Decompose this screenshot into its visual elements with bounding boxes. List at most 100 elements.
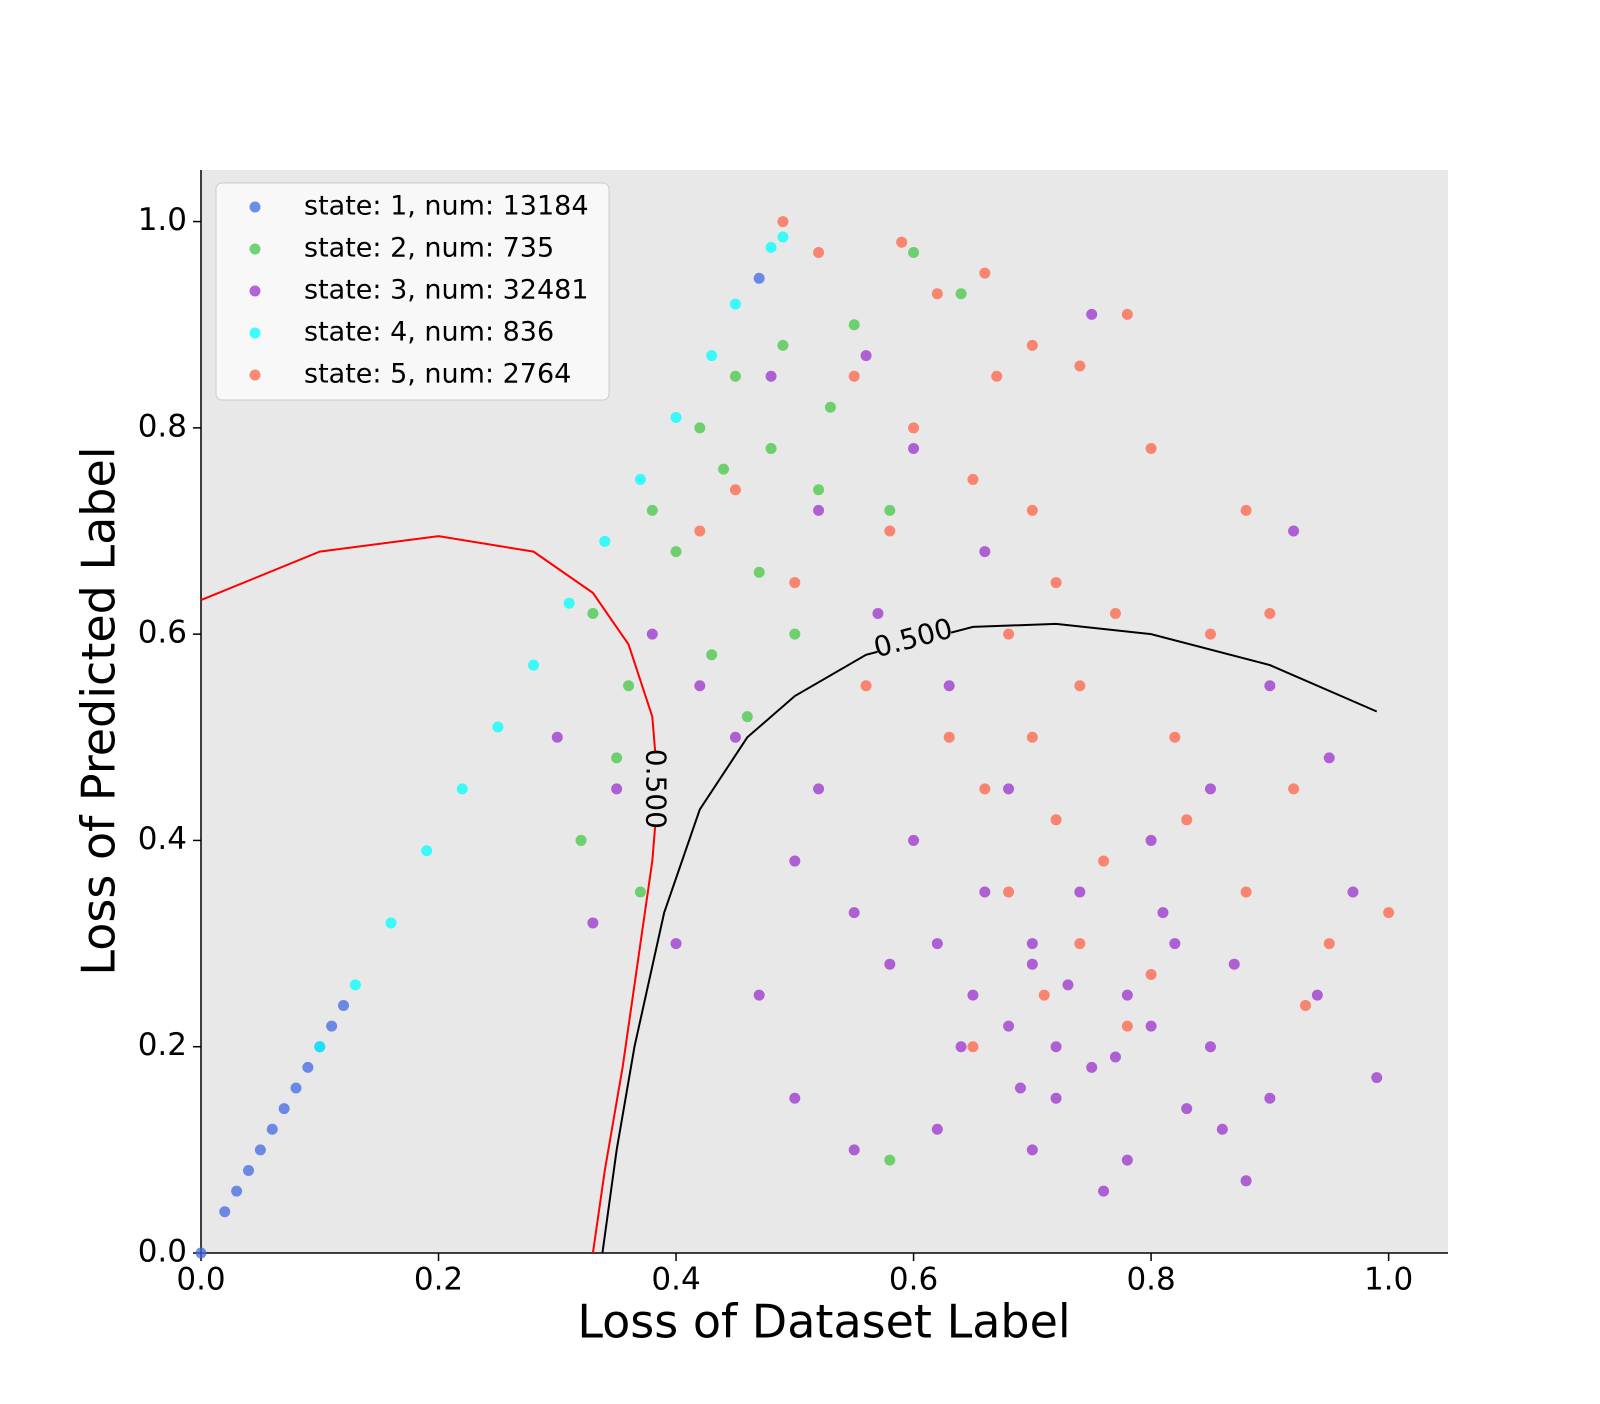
contour-label-bg — [639, 750, 670, 827]
legend-marker — [249, 369, 261, 381]
point — [563, 597, 575, 609]
point — [979, 546, 991, 558]
point — [1050, 814, 1062, 826]
point — [338, 999, 350, 1011]
contour-label-bg — [872, 614, 955, 664]
point — [729, 298, 741, 310]
legend-marker — [249, 243, 261, 255]
legend-marker — [249, 285, 261, 297]
point — [1240, 504, 1252, 516]
point — [314, 1041, 326, 1053]
point — [824, 401, 836, 413]
point — [326, 1020, 338, 1032]
point — [777, 216, 789, 228]
point — [243, 1164, 255, 1176]
point — [848, 907, 860, 919]
point — [1169, 938, 1181, 950]
point — [1003, 783, 1015, 795]
point — [634, 473, 646, 485]
point — [1121, 308, 1133, 320]
point — [991, 370, 1003, 382]
point — [587, 608, 599, 620]
point — [1145, 969, 1157, 981]
point — [1169, 731, 1181, 743]
point — [1264, 680, 1276, 692]
point — [1204, 1041, 1216, 1053]
point — [456, 783, 468, 795]
point — [884, 958, 896, 970]
point — [1050, 1092, 1062, 1104]
point — [753, 272, 765, 284]
point — [1145, 1020, 1157, 1032]
point — [860, 350, 872, 362]
point — [1323, 752, 1335, 764]
point — [706, 649, 718, 661]
point — [884, 1154, 896, 1166]
y-tick-label: 0.4 — [138, 821, 187, 857]
point — [219, 1206, 231, 1218]
point — [694, 422, 706, 434]
point — [848, 319, 860, 331]
point — [1109, 1051, 1121, 1063]
point — [421, 845, 433, 857]
point — [1240, 1175, 1252, 1187]
point — [290, 1082, 302, 1094]
point — [1299, 999, 1311, 1011]
point — [349, 979, 361, 991]
point — [1323, 938, 1335, 950]
point — [967, 989, 979, 1001]
legend-label: state: 3, num: 32481 — [304, 275, 589, 306]
point — [575, 834, 587, 846]
point — [385, 917, 397, 929]
point — [1026, 339, 1038, 351]
point — [908, 247, 920, 259]
y-axis-label: Loss of Predicted Label — [72, 446, 126, 975]
point — [670, 546, 682, 558]
point — [1204, 628, 1216, 640]
point — [278, 1103, 290, 1115]
point — [670, 938, 682, 950]
point — [1121, 989, 1133, 1001]
x-tick-label: 0.0 — [176, 1262, 225, 1298]
point — [884, 525, 896, 537]
point — [195, 1247, 207, 1259]
point — [1157, 907, 1169, 919]
point — [611, 752, 623, 764]
point — [1038, 989, 1050, 1001]
point — [646, 628, 658, 640]
point — [813, 247, 825, 259]
point — [1074, 360, 1086, 372]
point — [1003, 1020, 1015, 1032]
point — [967, 473, 979, 485]
point — [943, 731, 955, 743]
legend-label: state: 1, num: 13184 — [304, 191, 589, 222]
point — [789, 577, 801, 589]
y-tick-label: 1.0 — [138, 202, 187, 238]
contour-label: 0.500 — [640, 749, 673, 829]
point — [765, 370, 777, 382]
x-axis-label: Loss of Dataset Label — [577, 1295, 1070, 1349]
point — [1098, 855, 1110, 867]
point — [1098, 1185, 1110, 1197]
point — [884, 504, 896, 516]
contour-line — [200, 535, 660, 1254]
point — [1026, 504, 1038, 516]
point — [1347, 886, 1359, 898]
point — [848, 1144, 860, 1156]
point — [1074, 680, 1086, 692]
point — [813, 504, 825, 516]
point — [955, 288, 967, 300]
point — [777, 231, 789, 243]
point — [1181, 1103, 1193, 1115]
point — [872, 608, 884, 620]
y-tick-label: 0.6 — [138, 615, 187, 651]
point — [789, 1092, 801, 1104]
point — [1216, 1123, 1228, 1135]
point — [931, 1123, 943, 1135]
point — [706, 350, 718, 362]
point — [1050, 577, 1062, 589]
point — [955, 1041, 967, 1053]
y-tick-label: 0.2 — [138, 1027, 187, 1063]
point — [729, 731, 741, 743]
